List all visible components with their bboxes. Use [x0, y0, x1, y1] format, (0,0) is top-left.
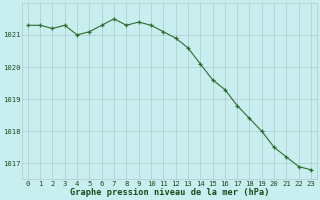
X-axis label: Graphe pression niveau de la mer (hPa): Graphe pression niveau de la mer (hPa): [70, 188, 269, 197]
